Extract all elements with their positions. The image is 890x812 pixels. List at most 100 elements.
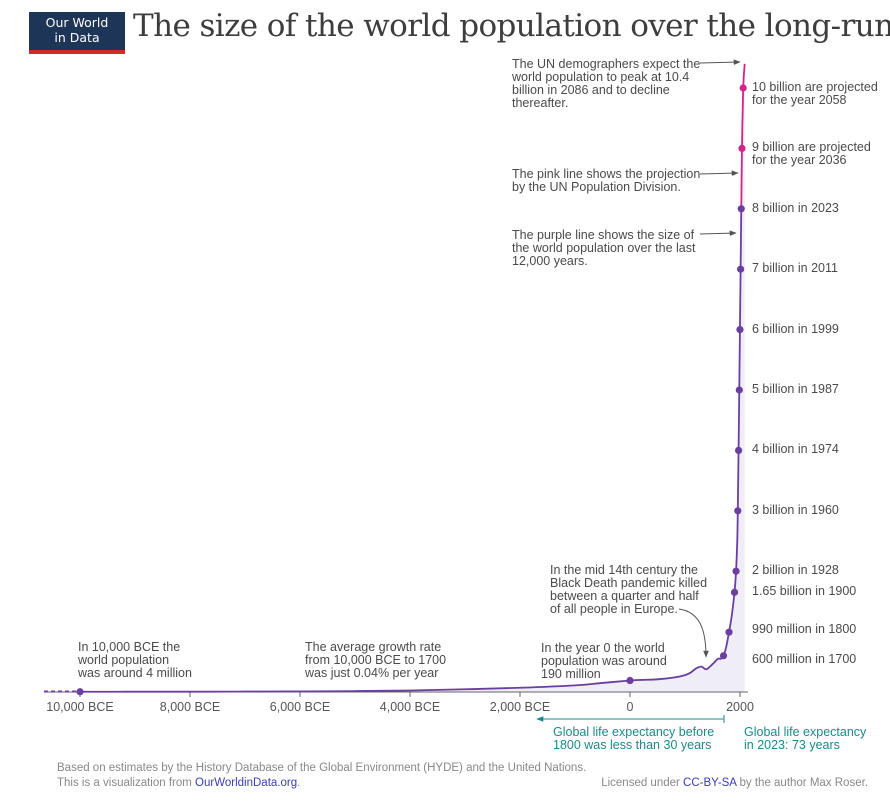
milestone-label: 990 million in 1800	[752, 623, 856, 636]
owid-link[interactable]: OurWorldinData.org	[195, 777, 298, 789]
milestone-label-line: 3 billion in 1960	[752, 502, 839, 517]
milestone-label: 8 billion in 2023	[752, 200, 839, 215]
annotation-line: The pink line shows the projection	[512, 167, 701, 181]
annotation-line: In the mid 14th century the	[550, 563, 699, 577]
milestone-label: 7 billion in 2011	[752, 262, 838, 275]
x-tick-label: 4,000 BCE	[380, 700, 440, 714]
milestone-label-line: 10 billion are projected	[752, 80, 878, 94]
x-tick-label: 2,000 BCE	[490, 700, 550, 714]
annotation-line: In the year 0 the world	[541, 641, 665, 655]
arrow-black-death	[678, 608, 709, 658]
annotation-line: 190 million	[541, 667, 601, 681]
page-title: The size of the world population over th…	[133, 8, 890, 44]
annotation-line: between a quarter and half	[550, 589, 699, 603]
milestone-label: 10 billion are projected for the year 205…	[752, 81, 878, 107]
milestone-point	[719, 652, 728, 660]
milestone-point	[737, 265, 745, 273]
license-prefix: Licensed under	[601, 777, 684, 789]
license-suffix: by the author Max Roser.	[736, 777, 869, 789]
annotation-10000-bce: In 10,000 BCE the world population was aro…	[78, 641, 192, 680]
milestone-label: 2 billion in 1928	[752, 564, 839, 577]
annotation-line: thereafter.	[512, 96, 569, 110]
milestone-label-line: for the year 2036	[752, 153, 847, 168]
annotation-un-peak: The UN demographers expect the world popu…	[512, 58, 700, 110]
annotation-line: The average growth rate	[305, 640, 442, 654]
annotation-line: the world population over the last	[512, 241, 696, 255]
annotation-line: population was around	[541, 654, 667, 668]
milestone-label-line: 7 billion in 2011	[752, 261, 838, 276]
annotation-growth-rate: The average growth rate from 10,000 BCE t…	[305, 641, 446, 680]
milestone-label-line: 4 billion in 1974	[752, 442, 839, 457]
milestone-label-line: for the year 2058	[752, 93, 847, 107]
milestone-label-line: 2 billion in 1928	[752, 563, 839, 578]
annotation-line: Black Death pandemic killed	[550, 576, 708, 590]
logo-line-1: Our World	[45, 15, 109, 30]
annotation-line: by the UN Population Division.	[512, 180, 681, 194]
annotation-line: world population to peak at 10.4	[512, 70, 690, 84]
milestone-label-line: 8 billion in 2023	[752, 200, 839, 215]
milestone-point	[734, 446, 743, 454]
milestone-label: 4 billion in 1974	[752, 443, 839, 456]
annotation-line: billion in 2086 and to decline	[512, 83, 670, 97]
annotation-life-expectancy-before-1800: Global life expectancy before 1800 was le…	[553, 726, 714, 752]
arrow-pink-line	[699, 170, 739, 176]
viz-credit-suffix: .	[297, 777, 301, 789]
annotation-line: Global life expectancy before	[553, 725, 715, 739]
visualization-credit: This is a visualization from OurWorldinD…	[57, 777, 300, 789]
milestone-label-line: 9 billion are projected	[752, 140, 871, 155]
milestone-point	[732, 567, 740, 575]
milestone-label: 3 billion in 1960	[752, 502, 839, 517]
annotation-line: in 2023: 73 years	[744, 738, 840, 752]
milestone-point	[76, 688, 84, 696]
arrow-un-peak	[699, 59, 741, 65]
milestone-label: 1.65 billion in 1900	[752, 585, 856, 598]
milestone-point	[736, 326, 744, 334]
x-tick-label: 8,000 BCE	[160, 700, 220, 714]
milestone-label-line: 600 million in 1700	[752, 651, 857, 666]
milestone-point	[626, 676, 634, 685]
annotation-line: was around 4 million	[78, 666, 192, 680]
milestone-point	[735, 386, 743, 394]
annotation-line: The purple line shows the size of	[512, 228, 695, 242]
milestone-label-line: 990 million in 1800	[752, 622, 857, 637]
license-link[interactable]: CC-BY-SA	[683, 777, 737, 789]
owid-logo[interactable]: Our World in Data	[29, 12, 125, 54]
milestone-point	[730, 588, 739, 596]
milestone-label: 6 billion in 1999	[752, 321, 839, 336]
milestone-point	[725, 628, 733, 636]
milestone-point	[734, 507, 742, 515]
source-text: Based on estimates by the History Databa…	[57, 762, 587, 774]
annotation-line: was just 0.04% per year	[305, 666, 439, 680]
annotation-purple-line: The purple line shows the size of the wor…	[512, 229, 695, 268]
annotation-line: The UN demographers expect the	[512, 57, 701, 71]
history-population-line	[79, 208, 743, 693]
annotation-line: world population	[78, 653, 170, 667]
milestone-label: 5 billion in 1987	[752, 383, 839, 396]
milestone-point	[739, 84, 747, 92]
annotation-line: In 10,000 BCE the	[78, 640, 181, 654]
logo-line-2: in Data	[54, 30, 100, 45]
milestone-label-line: 6 billion in 1999	[752, 321, 839, 336]
milestone-label-line: 1.65 billion in 1900	[752, 584, 857, 599]
annotation-black-death: In the mid 14th century the Black Death p…	[550, 564, 707, 616]
annotation-line: 12,000 years.	[512, 254, 588, 268]
annotation-line: Global life expectancy	[744, 725, 867, 739]
arrow-purple-line	[699, 230, 737, 236]
annotation-year-zero: In the year 0 the world population was ar…	[541, 642, 667, 681]
milestone-label-line: 5 billion in 1987	[752, 382, 839, 396]
milestone-point	[738, 144, 746, 152]
annotation-line: from 10,000 BCE to 1700	[305, 653, 447, 667]
x-tick-label: 2000	[726, 700, 754, 714]
source-note: Based on estimates by the History Databa…	[57, 762, 586, 774]
un-projection-line	[740, 63, 746, 209]
milestone-label: 600 million in 1700	[752, 651, 857, 666]
license-note: Licensed under CC-BY-SA by the author Ma…	[601, 777, 868, 789]
annotation-line: of all people in Europe.	[550, 602, 678, 616]
annotation-life-expectancy-2023: Global life expectancy in 2023: 73 years	[744, 726, 866, 752]
x-tick-label: 0	[627, 700, 634, 714]
viz-credit-prefix: This is a visualization from	[57, 777, 196, 789]
milestone-label: 9 billion are projected for the year 2036	[752, 141, 871, 167]
x-tick-label: 6,000 BCE	[270, 700, 330, 714]
milestone-point	[737, 205, 745, 213]
